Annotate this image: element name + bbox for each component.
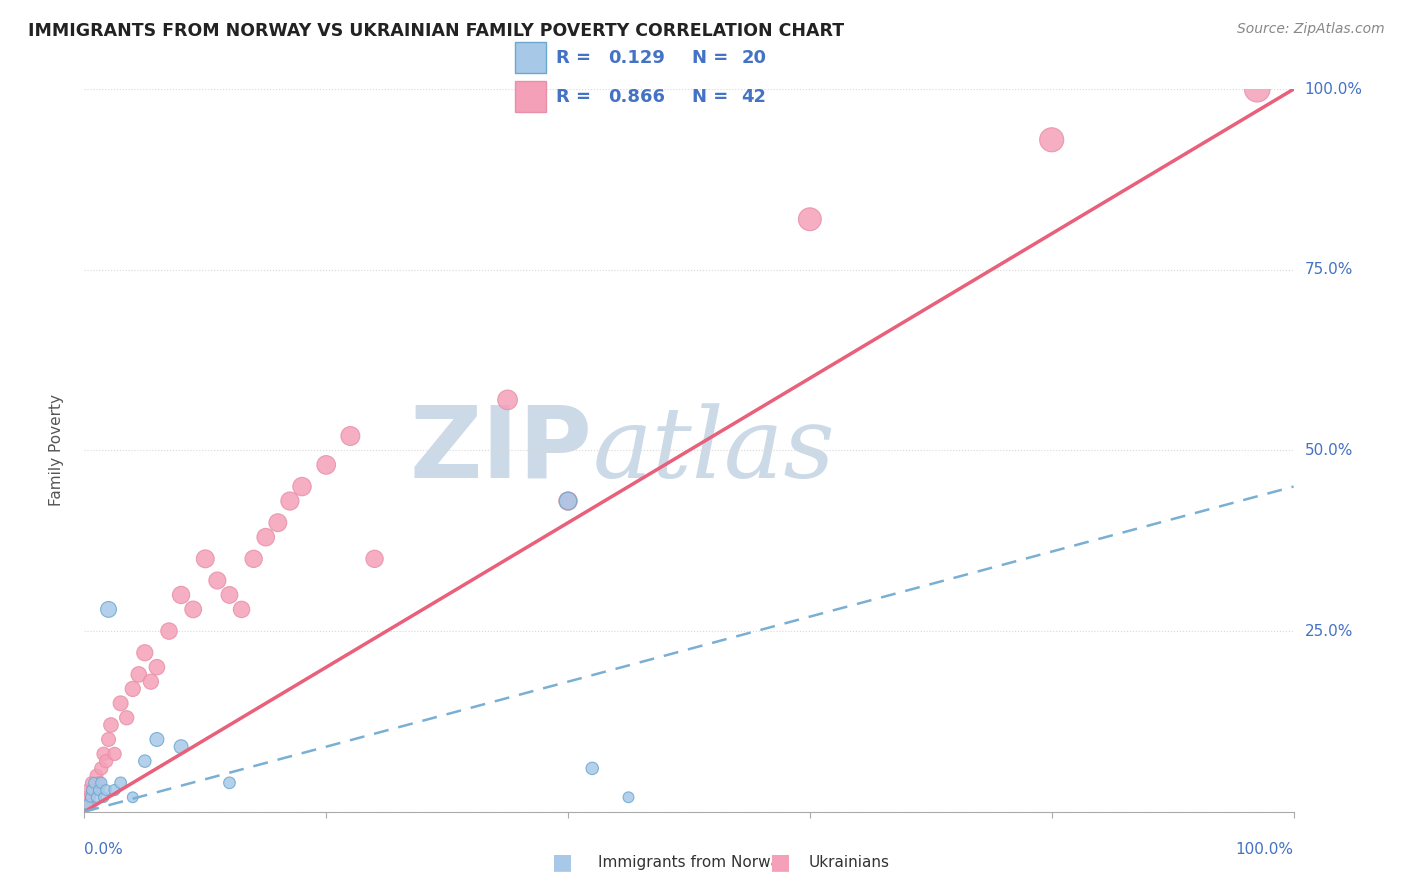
Point: [1246, 82, 1268, 96]
Point: [139, 674, 162, 689]
Point: [496, 392, 519, 407]
Point: [77, 783, 100, 797]
Point: [134, 754, 156, 768]
Text: 100.0%: 100.0%: [1236, 842, 1294, 857]
Point: [170, 588, 193, 602]
Point: [77, 790, 100, 805]
Point: [97, 732, 120, 747]
Text: N =: N =: [692, 49, 728, 67]
Point: [181, 602, 204, 616]
Text: 0.0%: 0.0%: [84, 842, 124, 857]
Point: [90, 776, 112, 790]
Text: R =: R =: [555, 49, 591, 67]
Point: [121, 681, 143, 696]
Point: [110, 776, 132, 790]
Text: 20: 20: [741, 49, 766, 67]
Point: [278, 494, 301, 508]
Point: [86, 790, 108, 805]
Point: [231, 602, 253, 616]
Point: [194, 551, 217, 566]
Point: [104, 747, 127, 761]
Point: [157, 624, 180, 639]
Point: [267, 516, 290, 530]
Point: [94, 783, 117, 797]
Point: [557, 494, 579, 508]
Point: [97, 602, 120, 616]
Point: [291, 480, 314, 494]
Text: ■: ■: [770, 853, 790, 872]
Point: [1040, 133, 1063, 147]
Point: [799, 212, 821, 227]
Point: [86, 769, 108, 783]
Point: [110, 696, 132, 710]
Text: atlas: atlas: [592, 403, 835, 498]
Text: R =: R =: [555, 87, 591, 105]
Point: [87, 776, 110, 790]
Point: [146, 660, 169, 674]
Text: Source: ZipAtlas.com: Source: ZipAtlas.com: [1237, 22, 1385, 37]
Text: 0.866: 0.866: [609, 87, 665, 105]
Y-axis label: Family Poverty: Family Poverty: [49, 394, 63, 507]
Text: N =: N =: [692, 87, 728, 105]
Point: [77, 797, 100, 812]
Point: [339, 429, 361, 443]
Point: [557, 494, 579, 508]
Point: [218, 776, 240, 790]
Point: [581, 761, 603, 775]
FancyBboxPatch shape: [516, 81, 547, 112]
Point: [121, 790, 143, 805]
Point: [93, 747, 115, 761]
Text: 42: 42: [741, 87, 766, 105]
Point: [242, 551, 264, 566]
Text: Immigrants from Norway: Immigrants from Norway: [598, 855, 789, 870]
Point: [100, 718, 122, 732]
Point: [90, 761, 112, 775]
Point: [146, 732, 169, 747]
Point: [76, 790, 98, 805]
Point: [254, 530, 277, 544]
Text: ■: ■: [553, 853, 572, 872]
Point: [315, 458, 337, 472]
Point: [128, 667, 150, 681]
Point: [170, 739, 193, 754]
Point: [79, 797, 101, 812]
Text: 25.0%: 25.0%: [1305, 624, 1353, 639]
Point: [363, 551, 385, 566]
Text: 0.129: 0.129: [609, 49, 665, 67]
Point: [79, 790, 101, 805]
Text: IMMIGRANTS FROM NORWAY VS UKRAINIAN FAMILY POVERTY CORRELATION CHART: IMMIGRANTS FROM NORWAY VS UKRAINIAN FAMI…: [28, 22, 844, 40]
Text: Ukrainians: Ukrainians: [808, 855, 890, 870]
Point: [93, 790, 115, 805]
Point: [207, 574, 229, 588]
Point: [83, 776, 105, 790]
FancyBboxPatch shape: [516, 43, 547, 73]
Point: [75, 797, 97, 812]
Point: [83, 783, 105, 797]
Point: [104, 783, 127, 797]
Point: [80, 776, 103, 790]
Point: [134, 646, 156, 660]
Point: [80, 783, 103, 797]
Point: [94, 754, 117, 768]
Point: [617, 790, 640, 805]
Text: ZIP: ZIP: [409, 402, 592, 499]
Point: [87, 783, 110, 797]
Text: 100.0%: 100.0%: [1305, 82, 1362, 96]
Point: [115, 711, 138, 725]
Text: 50.0%: 50.0%: [1305, 443, 1353, 458]
Point: [218, 588, 240, 602]
Text: 75.0%: 75.0%: [1305, 262, 1353, 277]
